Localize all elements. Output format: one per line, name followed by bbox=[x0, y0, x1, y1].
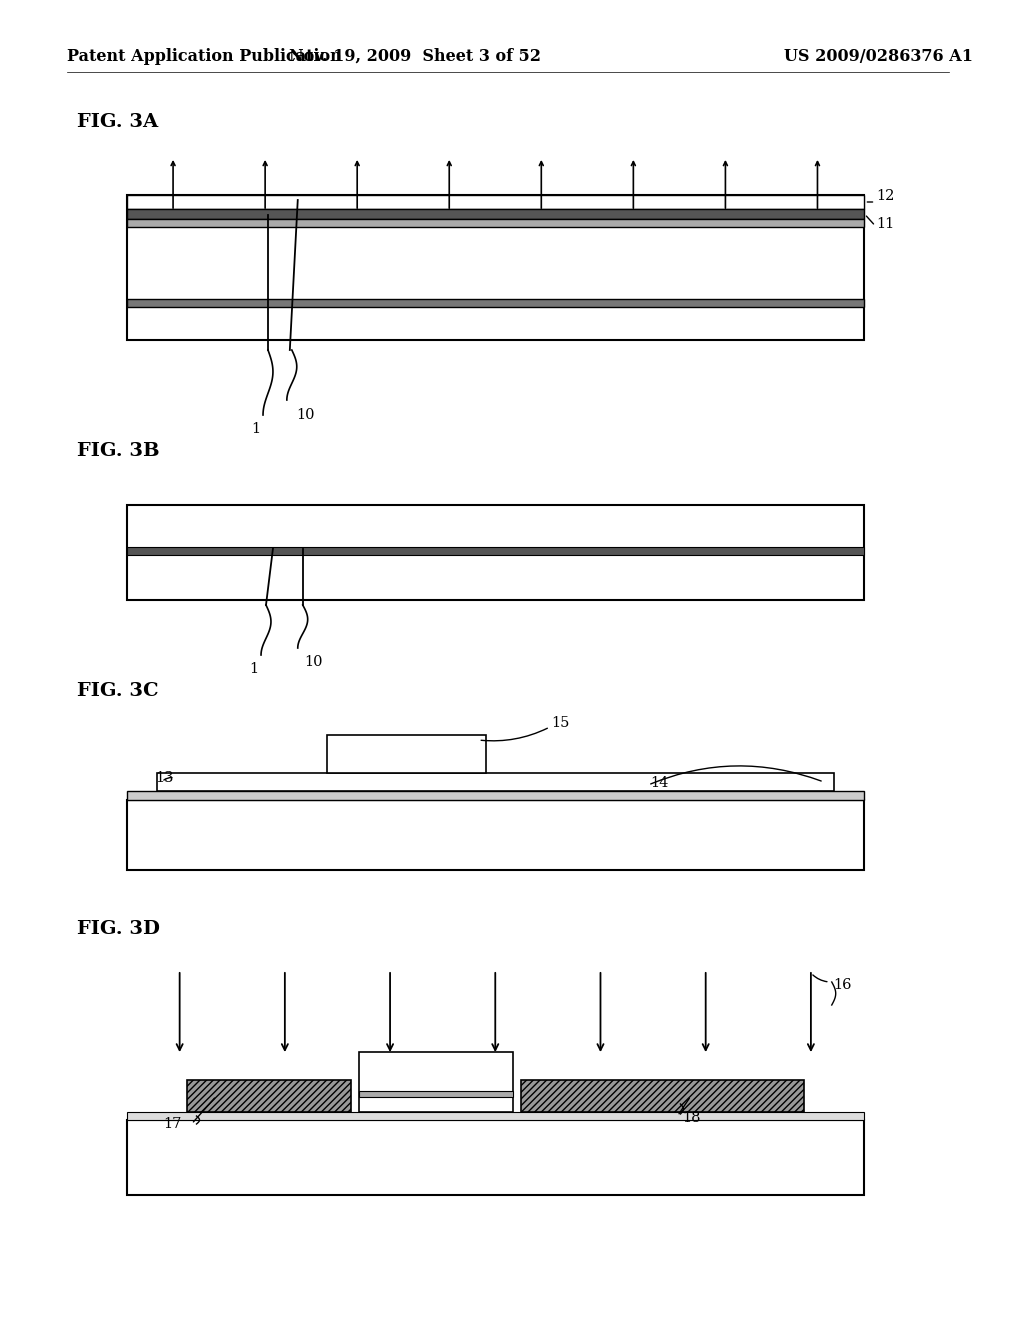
Text: Nov. 19, 2009  Sheet 3 of 52: Nov. 19, 2009 Sheet 3 of 52 bbox=[289, 48, 541, 65]
Bar bbox=[127, 300, 863, 308]
Bar bbox=[359, 1052, 513, 1111]
Bar bbox=[127, 1119, 863, 1195]
Text: 10: 10 bbox=[305, 655, 324, 669]
Bar bbox=[127, 195, 863, 209]
Text: 1: 1 bbox=[250, 663, 259, 676]
Text: 17: 17 bbox=[163, 1117, 181, 1131]
Bar bbox=[127, 1111, 863, 1119]
Text: 10: 10 bbox=[296, 408, 314, 422]
Bar bbox=[127, 209, 863, 219]
Text: US 2009/0286376 A1: US 2009/0286376 A1 bbox=[784, 48, 973, 65]
Bar bbox=[127, 546, 863, 554]
Text: 14: 14 bbox=[650, 776, 669, 789]
Bar bbox=[186, 1080, 351, 1111]
Text: Patent Application Publication: Patent Application Publication bbox=[68, 48, 342, 65]
Text: FIG. 3D: FIG. 3D bbox=[78, 920, 161, 939]
Bar bbox=[127, 195, 863, 341]
Bar bbox=[127, 506, 863, 601]
Bar bbox=[521, 1080, 804, 1111]
Text: FIG. 3B: FIG. 3B bbox=[78, 442, 160, 459]
Bar bbox=[127, 800, 863, 870]
Text: 1: 1 bbox=[252, 422, 261, 436]
Bar bbox=[328, 735, 486, 774]
Text: FIG. 3C: FIG. 3C bbox=[78, 682, 159, 700]
Text: 12: 12 bbox=[877, 189, 895, 203]
Bar bbox=[359, 1092, 513, 1097]
Bar bbox=[127, 791, 863, 800]
Bar bbox=[127, 219, 863, 227]
Text: 18: 18 bbox=[682, 1111, 701, 1125]
Text: 16: 16 bbox=[834, 978, 852, 993]
Text: 15: 15 bbox=[551, 715, 569, 730]
Bar bbox=[157, 774, 834, 791]
Text: FIG. 3A: FIG. 3A bbox=[78, 114, 159, 131]
Text: 11: 11 bbox=[877, 216, 895, 231]
Text: 13: 13 bbox=[156, 771, 174, 785]
